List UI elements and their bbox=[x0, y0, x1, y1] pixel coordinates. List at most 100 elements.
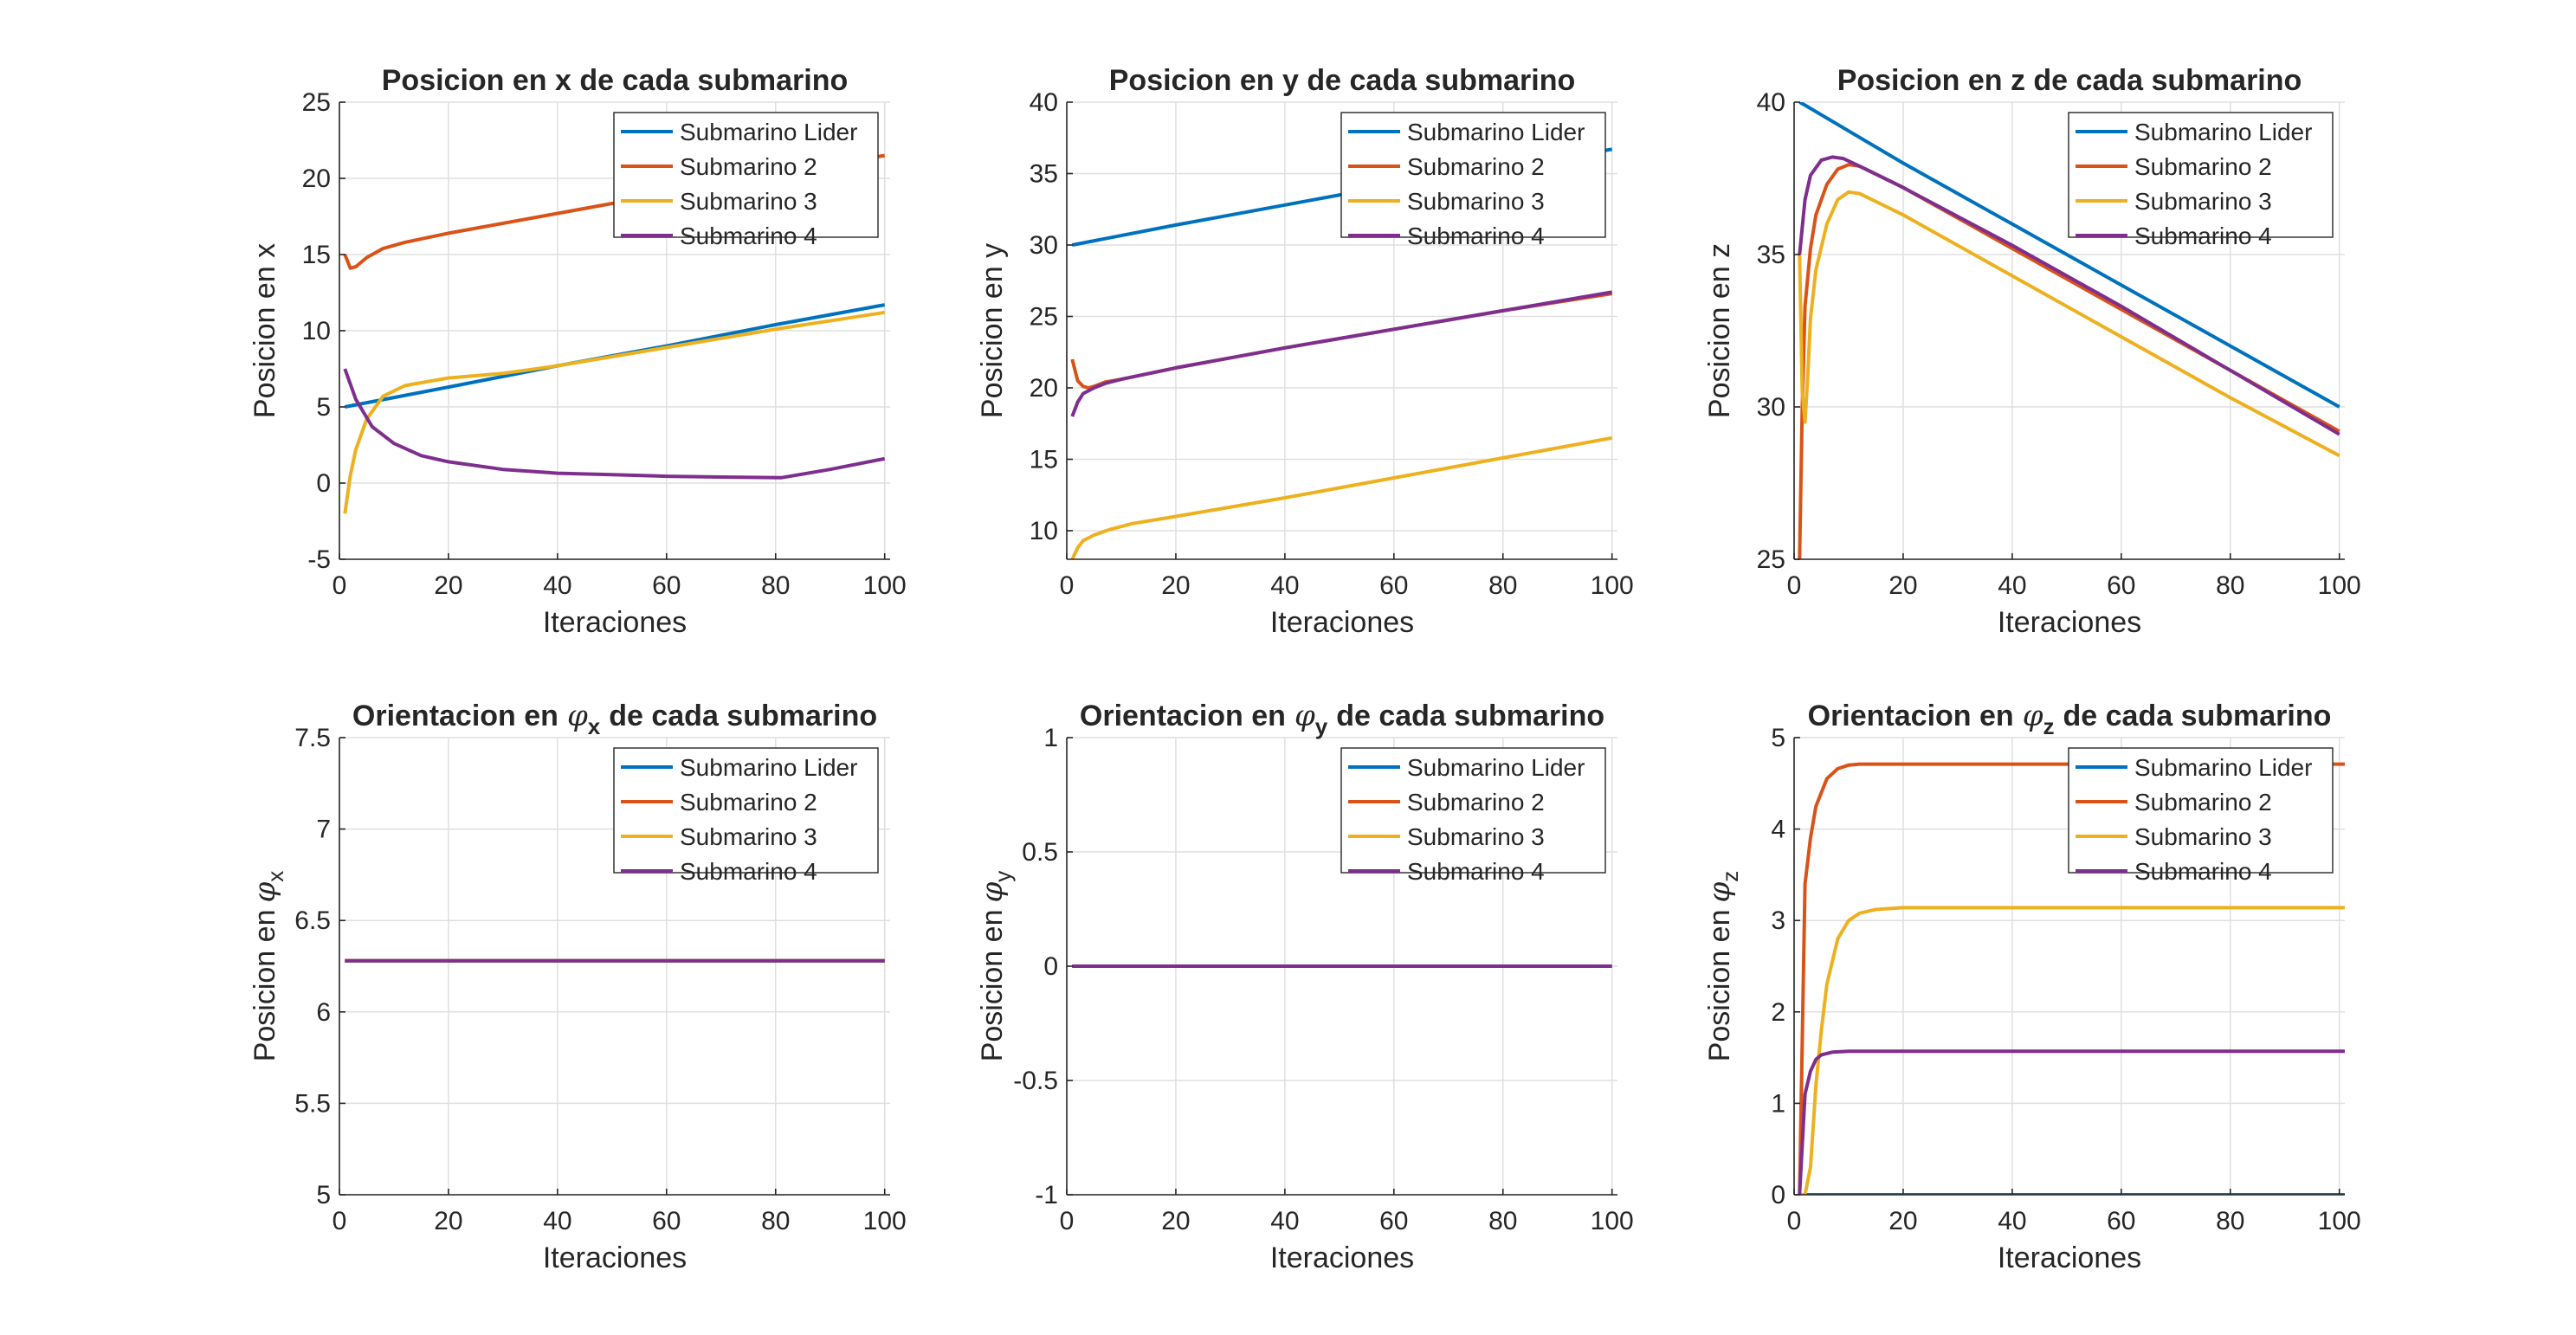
y-tick-label: 40 bbox=[1757, 88, 1785, 117]
chart-title-text: Orientacion en bbox=[1080, 700, 1286, 732]
y-axis-label: Posicion en φy bbox=[975, 871, 1016, 1062]
y-tick-label: 0 bbox=[316, 469, 331, 498]
legend-entry-2: Submarino 2 bbox=[2134, 153, 2272, 180]
y-tick-label: 10 bbox=[1030, 517, 1058, 545]
legend: Submarino Lider Submarino 2 Submarino 3 Sub… bbox=[1340, 747, 1606, 885]
y-tick-label: 5 bbox=[316, 1181, 331, 1209]
y-tick-label: 5.5 bbox=[294, 1089, 331, 1118]
y-axis-label: Posicion en x bbox=[249, 243, 281, 418]
legend-entry-1: Submarino Lider bbox=[1407, 119, 1585, 145]
x-tick-label: 100 bbox=[1591, 571, 1634, 600]
title-symbol: φ bbox=[2023, 699, 2043, 733]
legend: Submarino Lider Submarino 2 Submarino 3 Sub… bbox=[613, 747, 879, 885]
x-tick-label: 0 bbox=[1060, 1207, 1075, 1235]
y-axis-label: Posicion en φx bbox=[248, 871, 288, 1062]
x-tick-label: 60 bbox=[652, 571, 681, 600]
x-tick-label: 20 bbox=[1161, 1207, 1190, 1235]
y-tick-label: 20 bbox=[302, 164, 331, 193]
x-tick-label: 0 bbox=[1060, 571, 1075, 600]
title-subscript: x bbox=[588, 713, 601, 739]
title-symbol: φ bbox=[567, 699, 588, 733]
x-axis-label: Iteraciones bbox=[1998, 1241, 2141, 1274]
y-tick-label: -0.5 bbox=[1013, 1067, 1058, 1095]
y-tick-label: 30 bbox=[1030, 231, 1058, 260]
legend-entry-2: Submarino 2 bbox=[2134, 789, 2272, 816]
series-line-3 bbox=[1799, 906, 2345, 1195]
x-tick-label: 80 bbox=[2216, 1207, 2244, 1235]
y-tick-label: 25 bbox=[302, 88, 331, 117]
y-tick-label: 5 bbox=[1771, 724, 1785, 752]
x-tick-label: 100 bbox=[1591, 1207, 1634, 1235]
legend-entry-2: Submarino 2 bbox=[680, 789, 817, 816]
y-axis-label-text: Posicion en y bbox=[976, 243, 1009, 418]
y-tick-label: 6 bbox=[316, 998, 331, 1027]
legend-entry-1: Submarino Lider bbox=[1407, 754, 1585, 781]
x-tick-label: 60 bbox=[1379, 571, 1408, 600]
x-tick-label: 60 bbox=[652, 1207, 681, 1235]
x-tick-label: 40 bbox=[1998, 1207, 2026, 1235]
legend-entry-3: Submarino 3 bbox=[1407, 823, 1545, 850]
y-tick-label: 7 bbox=[316, 816, 331, 844]
legend-entry-4: Submarino 4 bbox=[680, 858, 817, 885]
y-tick-label: 6.5 bbox=[294, 906, 331, 935]
legend: Submarino Lider Submarino 2 Submarino 3 Sub… bbox=[1340, 112, 1606, 249]
y-axis-label: Posicion en z bbox=[1703, 243, 1736, 418]
y-tick-label: 30 bbox=[1757, 393, 1785, 422]
legend-entry-1: Submarino Lider bbox=[2134, 754, 2312, 781]
x-tick-label: 0 bbox=[332, 571, 347, 600]
ylabel-symbol: φ bbox=[975, 882, 1010, 903]
title-tail: de cada submarino bbox=[1336, 700, 1604, 732]
title-tail: de cada submarino bbox=[609, 700, 877, 732]
y-axis-label-text: Posicion en bbox=[249, 910, 281, 1062]
chart-title-text: Orientacion en bbox=[1808, 700, 2014, 732]
x-tick-label: 20 bbox=[1888, 1207, 1917, 1235]
legend-entry-2: Submarino 2 bbox=[680, 153, 817, 180]
y-tick-label: 0.5 bbox=[1022, 838, 1058, 867]
y-tick-label: 35 bbox=[1030, 160, 1058, 189]
y-tick-label: 0 bbox=[1043, 952, 1058, 981]
ylabel-symbol: φ bbox=[248, 882, 282, 903]
y-tick-label: 15 bbox=[302, 241, 331, 269]
chart-title: Posicion en y de cada submarino bbox=[1109, 64, 1576, 97]
y-axis-label: Posicion en φz bbox=[1702, 871, 1743, 1062]
y-axis-label: Posicion en y bbox=[976, 243, 1009, 418]
x-tick-label: 100 bbox=[863, 1207, 907, 1235]
title-subscript: z bbox=[2043, 713, 2055, 739]
x-tick-label: 40 bbox=[1998, 571, 2026, 600]
x-tick-label: 40 bbox=[1270, 571, 1299, 600]
x-axis-label: Iteraciones bbox=[543, 606, 687, 639]
x-tick-label: 60 bbox=[1379, 1207, 1408, 1235]
series-line-2 bbox=[1798, 163, 2340, 559]
y-tick-label: 3 bbox=[1771, 906, 1785, 935]
series-line-4 bbox=[343, 368, 886, 480]
x-tick-label: 60 bbox=[2107, 571, 2135, 600]
x-tick-label: 80 bbox=[2216, 571, 2244, 600]
x-tick-label: 40 bbox=[543, 1207, 571, 1235]
chart-title: Orientacion en φx de cada submarino bbox=[352, 699, 877, 739]
y-tick-label: 1 bbox=[1043, 724, 1058, 752]
x-tick-label: 60 bbox=[2107, 1207, 2135, 1235]
title-tail: de cada submarino bbox=[2063, 700, 2332, 732]
y-tick-label: 7.5 bbox=[294, 724, 331, 752]
legend-box bbox=[613, 112, 879, 238]
y-tick-label: -5 bbox=[307, 545, 331, 574]
chart-title: Posicion en x de cada submarino bbox=[382, 64, 849, 97]
chart-title-text: Posicion en x de cada submarino bbox=[382, 64, 849, 97]
ylabel-subscript: y bbox=[990, 871, 1016, 882]
y-tick-label: -1 bbox=[1035, 1181, 1058, 1209]
x-axis-label: Iteraciones bbox=[1998, 606, 2141, 639]
legend-entry-4: Submarino 4 bbox=[680, 222, 817, 249]
x-tick-label: 0 bbox=[1787, 1207, 1802, 1235]
y-axis-label-text: Posicion en x bbox=[249, 243, 281, 418]
x-tick-label: 100 bbox=[2318, 571, 2361, 600]
series-line-3 bbox=[1798, 190, 2340, 458]
y-tick-label: 2 bbox=[1771, 998, 1785, 1027]
x-axis-label: Iteraciones bbox=[1270, 1241, 1414, 1274]
y-tick-label: 5 bbox=[316, 393, 331, 422]
x-tick-label: 80 bbox=[1488, 571, 1517, 600]
x-axis-label: Iteraciones bbox=[543, 1241, 687, 1274]
y-tick-label: 25 bbox=[1757, 545, 1785, 574]
